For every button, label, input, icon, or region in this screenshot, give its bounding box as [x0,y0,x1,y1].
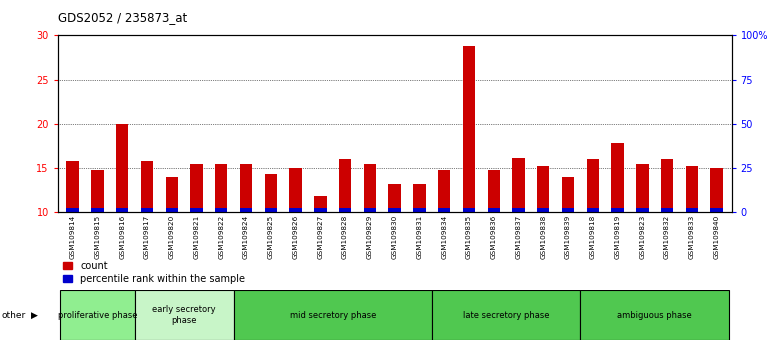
Bar [562,177,574,212]
Text: GDS2052 / 235873_at: GDS2052 / 235873_at [58,11,187,24]
Bar [487,170,500,212]
Bar [265,175,277,212]
Bar [66,161,79,212]
Bar [463,46,475,212]
Bar [339,208,351,212]
Bar [587,208,599,212]
Bar [190,208,203,212]
Bar [141,208,153,212]
Text: early secretory
phase: early secretory phase [152,306,216,325]
Bar [711,168,723,212]
Bar [314,208,326,212]
Bar [636,208,648,212]
Bar [265,208,277,212]
Bar [661,159,673,212]
Text: mid secretory phase: mid secretory phase [290,310,376,320]
Bar [562,208,574,212]
Bar [60,290,135,340]
Bar [587,159,599,212]
Bar [166,177,178,212]
Text: late secretory phase: late secretory phase [463,310,549,320]
Text: ▶: ▶ [31,310,38,320]
Bar [141,161,153,212]
Bar [233,290,432,340]
Legend: count, percentile rank within the sample: count, percentile rank within the sample [62,261,245,284]
Bar [363,164,376,212]
Bar [116,124,129,212]
Bar [512,158,524,212]
Bar [487,208,500,212]
Bar [290,208,302,212]
Bar [581,290,729,340]
Bar [388,184,401,212]
Bar [661,208,673,212]
Bar [537,208,550,212]
Bar [432,290,581,340]
Bar [166,208,178,212]
Bar [215,164,227,212]
Bar [339,159,351,212]
Bar [66,208,79,212]
Bar [711,208,723,212]
Bar [116,208,129,212]
Bar [290,168,302,212]
Text: ambiguous phase: ambiguous phase [618,310,692,320]
Bar [239,208,253,212]
Bar [363,208,376,212]
Bar [388,208,401,212]
Bar [239,164,253,212]
Bar [611,143,624,212]
Bar [135,290,233,340]
Bar [512,208,524,212]
Bar [91,208,104,212]
Bar [636,164,648,212]
Bar [537,166,550,212]
Bar [611,208,624,212]
Text: other: other [2,310,25,320]
Bar [190,164,203,212]
Bar [438,170,450,212]
Text: proliferative phase: proliferative phase [58,310,137,320]
Bar [413,184,426,212]
Bar [438,208,450,212]
Bar [215,208,227,212]
Bar [463,208,475,212]
Bar [91,170,104,212]
Bar [685,166,698,212]
Bar [413,208,426,212]
Bar [685,208,698,212]
Bar [314,196,326,212]
